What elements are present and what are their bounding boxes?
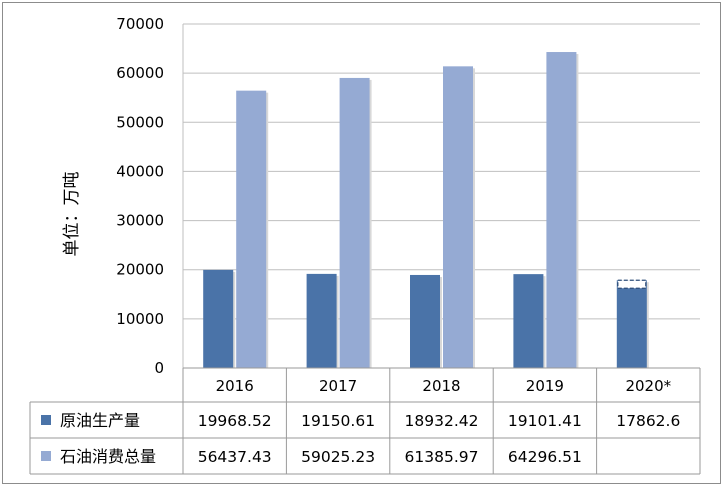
data-label: 56437.43: [198, 448, 272, 466]
y-axis-label: 单位：万吨: [62, 172, 82, 257]
x-tick-label: 2019: [526, 377, 564, 395]
legend-label: 原油生产量: [60, 411, 140, 430]
bar-oil-consumption-2019: [546, 52, 577, 369]
data-label: 19968.52: [198, 412, 272, 430]
bar-oil-consumption-2017: [339, 77, 370, 368]
bar-crude-production-2019: [513, 274, 544, 368]
x-tick-label: 2018: [422, 377, 460, 395]
legend-label: 石油消费总量: [60, 447, 156, 466]
y-tick-label: 10000: [116, 310, 164, 328]
y-tick-label: 30000: [116, 212, 164, 230]
bar-crude-production-2020*: [616, 280, 647, 368]
legend-swatch: [41, 451, 51, 461]
bar-crude-production-2017: [306, 273, 337, 368]
data-label: 19101.41: [508, 412, 582, 430]
data-label: 61385.97: [405, 448, 479, 466]
y-tick-label: 50000: [116, 113, 164, 131]
bar-crude-production-2018: [410, 274, 440, 368]
legend-swatch: [41, 415, 51, 425]
y-tick-label: 20000: [116, 261, 164, 279]
data-label: 64296.51: [508, 448, 582, 466]
x-tick-label: 2020*: [625, 377, 671, 395]
data-label: 59025.23: [301, 448, 375, 466]
bar-crude-production-2016: [203, 269, 234, 368]
bar-oil-consumption-2016: [236, 90, 267, 369]
x-tick-label: 2016: [216, 377, 254, 395]
data-label: 17862.6: [616, 412, 680, 430]
y-tick-label: 70000: [116, 15, 164, 33]
projected-value-marker: [617, 279, 647, 289]
data-label: 18932.42: [405, 412, 479, 430]
y-tick-label: 60000: [116, 64, 164, 82]
y-tick-label: 40000: [116, 162, 164, 180]
y-tick-label: 0: [154, 359, 164, 377]
data-label: 19150.61: [301, 412, 375, 430]
bar-oil-consumption-2018: [443, 66, 473, 369]
x-tick-label: 2017: [319, 377, 357, 395]
